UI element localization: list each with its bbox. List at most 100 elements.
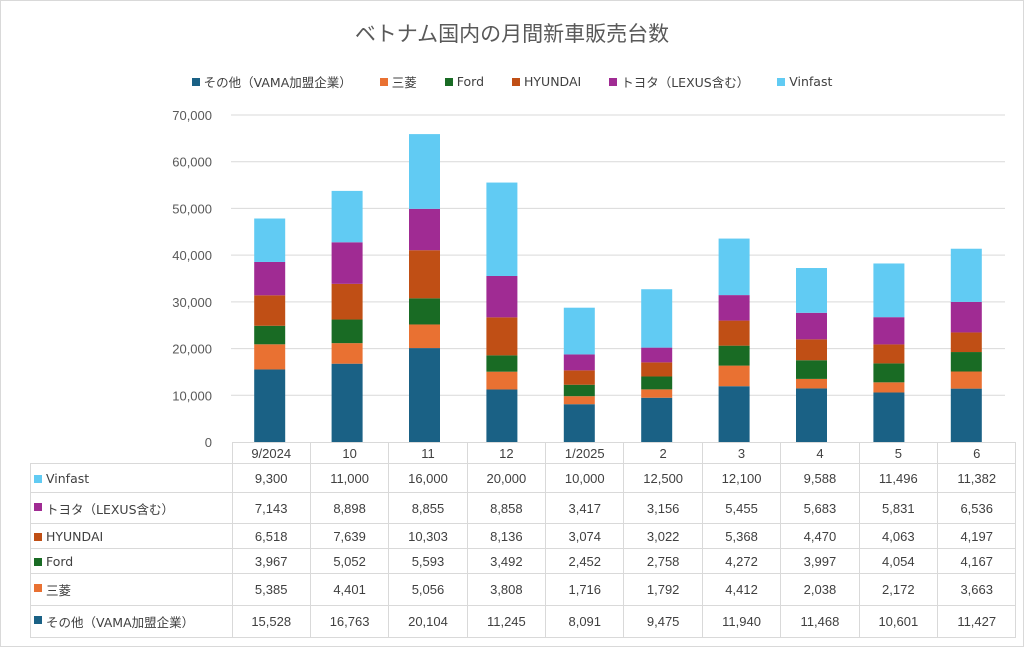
bar-segment (796, 360, 827, 379)
bar-segment (796, 312, 827, 340)
table-cell: 3,808 (466, 573, 547, 606)
bar-segment (796, 388, 827, 442)
table-row: Vinfast 9,300 11,000 16,000 20,000 10,000 12,5… (30, 463, 1017, 493)
table-cell: 2,758 (623, 548, 703, 574)
category-label: 12 (466, 442, 547, 464)
table-row: HYUNDAI 6,518 7,639 10,303 8,136 3,074 3,022 5,… (30, 523, 1017, 549)
table-cell: 11,245 (466, 605, 547, 638)
bar-segment (563, 396, 595, 405)
bar-segment (718, 345, 750, 366)
table-cell: 3,417 (545, 492, 625, 524)
table-cell: 4,063 (858, 523, 939, 549)
category-label: 11 (388, 442, 468, 464)
bar-segment (486, 389, 518, 442)
table-cell: 5,593 (388, 548, 468, 574)
category-label: 10 (309, 442, 390, 464)
bar-segment (873, 363, 905, 383)
row-label-text: Ford (46, 553, 74, 569)
bar-segment (331, 343, 363, 364)
table-cell: 11,940 (701, 605, 782, 638)
chart-title: ベトナム国内の月間新車販売台数 (354, 22, 670, 46)
table-cell: 3,022 (623, 523, 703, 549)
table-cell: 5,683 (780, 492, 860, 524)
legend-item: 三菱 (379, 72, 417, 91)
table-cell: 4,470 (780, 523, 860, 549)
category-label: 4 (780, 442, 860, 464)
legend-item: HYUNDAI (512, 72, 581, 91)
table-cell: 3,156 (623, 492, 703, 524)
table-row: Ford 3,967 5,052 5,593 3,492 2,452 2,758 4,272 3… (30, 548, 1017, 574)
data-table: 9/2024 10 11 12 1/2025 2 3 4 5 6 Vinfast 9,300 11,00… (30, 442, 1017, 638)
table-cell: 4,167 (937, 548, 1017, 574)
bar-segment (409, 134, 440, 209)
y-tick-label: 0 (205, 435, 212, 450)
table-cell: 12,500 (623, 463, 703, 493)
row-swatch (34, 557, 42, 566)
bar-segment (409, 208, 440, 251)
legend-swatch (444, 77, 453, 86)
y-tick-label: 30,000 (172, 295, 212, 310)
category-label: 6 (937, 442, 1017, 464)
bar-segment (796, 339, 827, 361)
bar-segment (873, 382, 905, 393)
bar-segment (718, 365, 750, 387)
table-cell: 3,663 (937, 573, 1017, 606)
bar-segment (641, 362, 673, 377)
table-cell: 11,382 (937, 463, 1017, 493)
table-cell: 7,639 (309, 523, 390, 549)
table-cell: 9,300 (231, 463, 311, 493)
row-label: 三菱 (30, 573, 233, 606)
bar-segment (254, 344, 286, 370)
table-cell: 3,967 (231, 548, 311, 574)
bar-segment (718, 295, 750, 321)
bar-segment (563, 384, 595, 397)
row-label: HYUNDAI (30, 523, 233, 549)
bar-segment (873, 344, 905, 364)
row-label: Ford (30, 548, 233, 574)
legend-swatch (379, 77, 388, 86)
bar-segment (641, 397, 673, 442)
bar-segment (486, 355, 518, 372)
table-cell: 5,056 (388, 573, 468, 606)
bar-segment (641, 289, 673, 348)
legend-item: その他（VAMA加盟企業） (191, 72, 352, 91)
table-cell: 2,452 (545, 548, 625, 574)
bar-segment (409, 348, 440, 442)
category-label: 1/2025 (545, 442, 625, 464)
table-cell: 10,601 (858, 605, 939, 638)
table-cell: 20,104 (388, 605, 468, 638)
row-label-text: トヨタ（LEXUS含む） (46, 501, 175, 517)
table-cell: 20,000 (466, 463, 547, 493)
bar-segment (950, 248, 982, 302)
table-cell: 11,468 (780, 605, 860, 638)
table-cell: 5,052 (309, 548, 390, 574)
table-cell: 6,518 (231, 523, 311, 549)
table-cell: 2,172 (858, 573, 939, 606)
bar-segment (641, 376, 673, 390)
table-cell: 5,385 (231, 573, 311, 606)
row-label-text: HYUNDAI (46, 528, 104, 544)
bar-segment (486, 275, 518, 318)
bar-segment (254, 295, 286, 326)
legend-swatch (777, 77, 786, 86)
row-swatch (34, 502, 42, 511)
bar-segment (486, 371, 518, 390)
table-cell: 7,143 (231, 492, 311, 524)
y-tick-label: 40,000 (172, 248, 212, 263)
table-cell: 10,000 (545, 463, 625, 493)
bar-segment (254, 325, 286, 345)
legend-swatch (191, 77, 200, 86)
bar-segment (950, 301, 982, 333)
bar-segment (563, 370, 595, 385)
bar-segment (563, 404, 595, 442)
bar-segment (718, 238, 750, 296)
table-cell: 3,492 (466, 548, 547, 574)
legend-swatch (609, 77, 618, 86)
table-cell: 8,136 (466, 523, 547, 549)
row-swatch (34, 532, 42, 541)
y-tick-label: 20,000 (172, 342, 212, 357)
category-label: 3 (701, 442, 782, 464)
table-row: 三菱 5,385 4,401 5,056 3,808 1,716 1,792 4,412 2,0… (30, 573, 1017, 606)
legend-item: トヨタ（LEXUS含む） (609, 72, 749, 91)
